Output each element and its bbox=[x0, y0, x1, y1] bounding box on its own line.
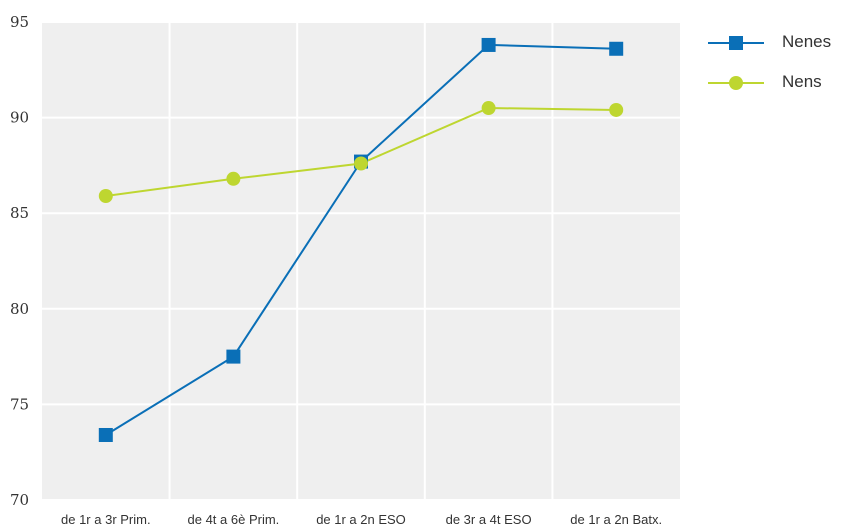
legend-label-nens: Nens bbox=[782, 72, 822, 91]
x-category-label: de 4t a 6è Prim. bbox=[188, 512, 280, 527]
data-point-nenes bbox=[226, 349, 241, 364]
x-category-label: de 3r a 4t ESO bbox=[446, 512, 532, 527]
x-axis-categories: de 1r a 3r Prim. de 4t a 6è Prim. de 1r a … bbox=[61, 512, 662, 527]
data-point-nenes bbox=[481, 37, 496, 52]
data-point-nens bbox=[98, 188, 113, 203]
x-category-label: de 1r a 2n Batx. bbox=[570, 512, 662, 527]
data-point-nenes bbox=[609, 41, 624, 56]
x-category-label: de 1r a 3r Prim. bbox=[61, 512, 151, 527]
y-tick-label: 85 bbox=[10, 204, 29, 222]
y-axis-ticks: 70 75 80 85 90 95 bbox=[10, 13, 29, 509]
grid-lines bbox=[42, 21, 680, 501]
legend-item-nenes: Nenes bbox=[708, 30, 838, 56]
circle-marker-icon bbox=[708, 76, 764, 90]
plot-area bbox=[42, 22, 680, 500]
data-point-nens bbox=[481, 101, 496, 116]
legend: Nenes Nens bbox=[708, 30, 838, 110]
square-marker-icon bbox=[708, 36, 764, 50]
legend-label-nenes: Nenes bbox=[782, 32, 832, 51]
data-point-nens bbox=[226, 171, 241, 186]
x-category-label: de 1r a 2n ESO bbox=[316, 512, 406, 527]
data-point-nens bbox=[354, 156, 368, 171]
legend-item-nens: Nens bbox=[708, 70, 838, 96]
data-point-nens bbox=[609, 102, 624, 117]
y-tick-label: 75 bbox=[10, 395, 29, 413]
y-tick-label: 80 bbox=[10, 300, 29, 318]
series-group bbox=[98, 37, 624, 442]
y-tick-label: 90 bbox=[10, 109, 29, 127]
y-tick-label: 70 bbox=[10, 491, 29, 509]
data-point-nenes bbox=[98, 427, 113, 442]
y-tick-label: 95 bbox=[10, 13, 29, 31]
